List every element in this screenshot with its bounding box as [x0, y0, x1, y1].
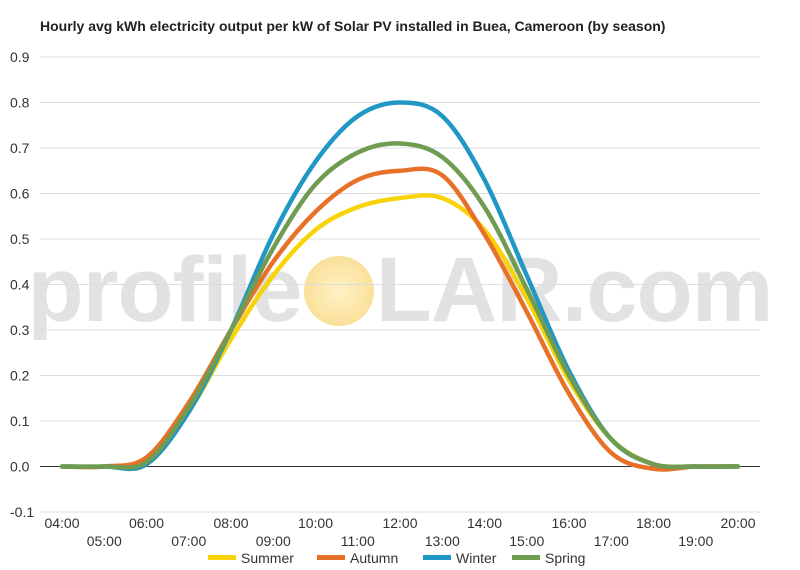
legend-swatch: [423, 555, 451, 560]
x-tick-label: 19:00: [678, 533, 713, 549]
x-tick-label: 13:00: [425, 533, 460, 549]
grid-lines: [40, 56, 760, 513]
y-tick-label: 0.4: [10, 277, 30, 293]
x-tick-label: 18:00: [636, 515, 671, 531]
legend-item-summer: Summer: [208, 550, 294, 566]
series-line-spring: [59, 141, 741, 470]
x-tick-label: 07:00: [171, 533, 206, 549]
series-line-autumn: [59, 166, 741, 472]
y-tick-label: 0.5: [10, 231, 30, 247]
x-tick-label: 17:00: [594, 533, 629, 549]
x-tick-label: 04:00: [44, 515, 79, 531]
x-tick-label: 14:00: [467, 515, 502, 531]
x-tick-label: 08:00: [213, 515, 248, 531]
series-lines: [59, 100, 741, 472]
y-tick-label: 0.3: [10, 322, 30, 338]
x-tick-label: 06:00: [129, 515, 164, 531]
x-tick-label: 09:00: [256, 533, 291, 549]
x-tick-label: 05:00: [87, 533, 122, 549]
legend-label: Winter: [456, 550, 497, 566]
x-tick-label: 15:00: [509, 533, 544, 549]
legend-label: Summer: [241, 550, 294, 566]
legend-item-autumn: Autumn: [317, 550, 398, 566]
sun-icon: [303, 255, 374, 326]
x-tick-label: 16:00: [551, 515, 586, 531]
y-tick-label: 0.6: [10, 186, 30, 202]
watermark-text-right: LAR.com: [375, 239, 774, 341]
chart-title: Hourly avg kWh electricity output per kW…: [40, 18, 666, 34]
x-axis-labels: 04:00 05:00 06:00 07:00 08:00 09:00 10:00 11:00…: [44, 515, 755, 549]
x-tick-label: 10:00: [298, 515, 333, 531]
y-tick-label: -0.1: [10, 504, 34, 520]
y-tick-label: 0.8: [10, 95, 30, 111]
x-tick-label: 11:00: [341, 533, 375, 549]
y-tick-label: 0.0: [10, 459, 30, 475]
legend-item-spring: Spring: [512, 550, 585, 566]
series-line-summer: [59, 193, 741, 472]
legend-label: Autumn: [350, 550, 398, 566]
y-tick-label: 0.9: [10, 49, 30, 65]
y-tick-label: 0.1: [10, 413, 30, 429]
y-tick-label: 0.2: [10, 368, 30, 384]
y-tick-label: 0.7: [10, 140, 30, 156]
legend-swatch: [208, 555, 236, 560]
series-line-winter: [59, 100, 741, 472]
legend-swatch: [512, 555, 540, 560]
y-axis-labels: 0.9 0.8 0.7 0.6 0.5 0.4 0.3 0.2 0.1 0.0 -0.1: [10, 49, 34, 520]
legend: Summer Autumn Winter Spring: [208, 550, 585, 566]
x-tick-label: 12:00: [382, 515, 417, 531]
x-tick-label: 20:00: [720, 515, 755, 531]
legend-swatch: [317, 555, 345, 560]
legend-item-winter: Winter: [423, 550, 497, 566]
legend-label: Spring: [545, 550, 585, 566]
